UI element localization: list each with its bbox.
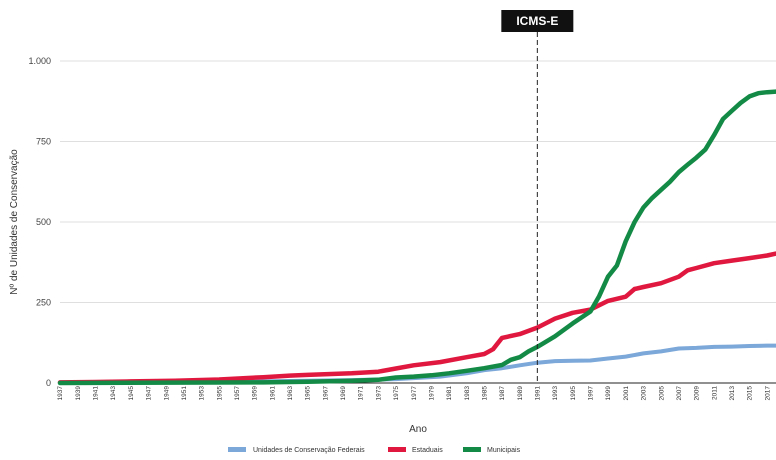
x-tick-label: 2001 (623, 386, 630, 401)
x-tick-label: 1969 (340, 386, 347, 401)
x-tick-label: 1951 (181, 386, 188, 401)
x-tick-label: 1939 (75, 386, 82, 401)
y-tick-label: 1.000 (28, 56, 51, 66)
x-tick-label: 1957 (234, 386, 241, 401)
x-tick-label: 1991 (535, 386, 542, 401)
x-tick-label: 1965 (305, 386, 312, 401)
x-tick-label: 1987 (499, 386, 506, 401)
series-line-municipais (57, 89, 776, 386)
x-tick-label: 1975 (393, 386, 400, 401)
y-tick-label: 500 (36, 217, 51, 227)
series-layer (57, 89, 776, 386)
x-tick-label: 1963 (287, 386, 294, 401)
legend-swatch-municipais (463, 447, 481, 452)
legend-swatch-estaduais (388, 447, 406, 452)
grid-layer (60, 60, 776, 384)
legend-label-federais: Unidades de Conservação Federais (253, 447, 365, 454)
x-tick-label: 2007 (676, 386, 683, 401)
x-tick-label: 1949 (163, 386, 170, 401)
x-tick-label: 1971 (358, 386, 365, 401)
x-tick-label: 1959 (252, 386, 259, 401)
x-tick-label: 2015 (747, 386, 754, 401)
legend-label-estaduais: Estaduais (412, 447, 443, 454)
x-tick-label: 1973 (375, 386, 382, 401)
x-tick-label: 1999 (605, 386, 612, 401)
y-axis-label: Nº de Unidades de Conservação (9, 149, 20, 295)
legend-label-municipais: Municipais (487, 447, 521, 454)
x-tick-label: 1945 (128, 386, 135, 401)
legend-swatch-federais (228, 447, 246, 452)
x-tick-label: 1977 (411, 386, 418, 401)
x-tick-label: 2009 (694, 386, 701, 401)
x-tick-label: 2017 (764, 386, 771, 401)
x-tick-label: 1961 (269, 386, 276, 401)
x-tick-label: 1997 (588, 386, 595, 401)
x-tick-label: 2003 (641, 386, 648, 401)
x-tick-label: 1953 (199, 386, 206, 401)
y-tick-label: 250 (36, 298, 51, 308)
annotation-layer: ICMS-E (501, 10, 574, 383)
legend: Unidades de Conservação Federais Estadua… (228, 447, 521, 454)
y-tick-label: 750 (36, 137, 51, 147)
x-tick-label: 2013 (729, 386, 736, 401)
x-tick-label: 2011 (711, 386, 718, 400)
x-tick-label: 1985 (481, 386, 488, 401)
annotation-label: ICMS-E (516, 14, 558, 28)
x-tick-label: 1937 (57, 386, 64, 401)
x-tick-label: 1955 (216, 386, 223, 401)
x-tick-label: 1989 (517, 386, 524, 401)
x-tick-label: 2005 (658, 386, 665, 401)
x-tick-label: 1947 (146, 386, 153, 401)
x-axis-label: Ano (409, 424, 427, 435)
x-tick-label: 1943 (110, 386, 117, 401)
y-tick-label: 0 (46, 378, 51, 388)
annotation-box (501, 10, 574, 32)
series-line-estaduais (57, 251, 776, 385)
x-tick-label: 1979 (428, 386, 435, 401)
x-tick-label: 1995 (570, 386, 577, 401)
x-tick-label: 1967 (322, 386, 329, 401)
x-tick-label: 1981 (446, 386, 453, 401)
x-tick-label: 1983 (464, 386, 471, 401)
tick-layer: 0 250 500 750 1.000 1937 1939 1941 1943 1945 1947 1… (28, 56, 771, 400)
x-tick-label: 1941 (93, 386, 100, 401)
x-tick-label: 1993 (552, 386, 559, 401)
